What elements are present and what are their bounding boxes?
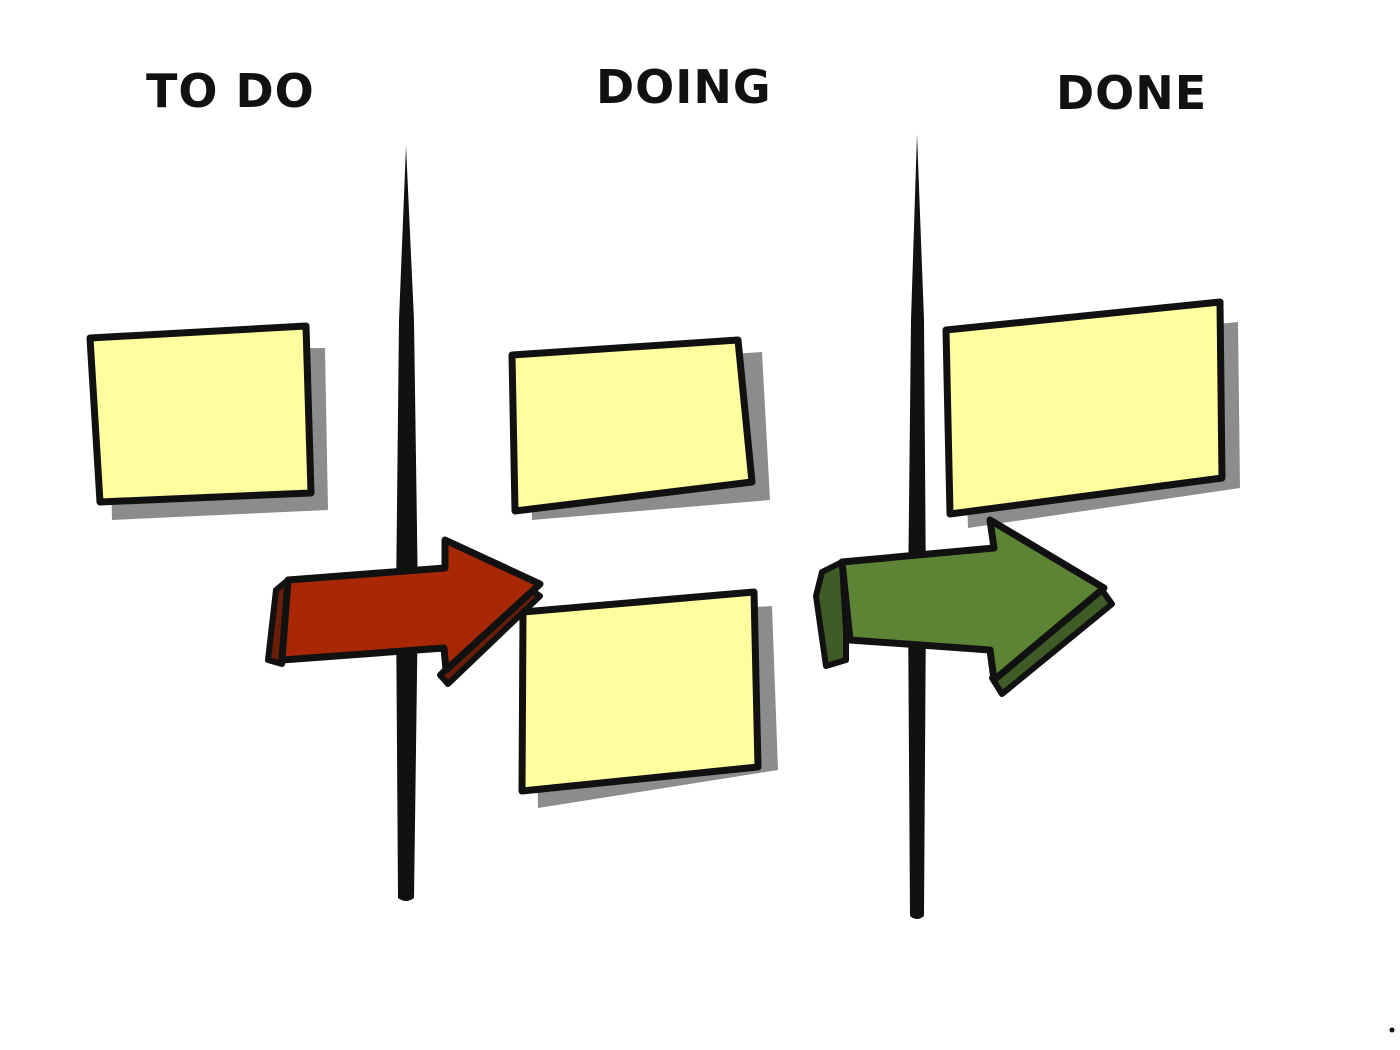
stray-dot [1389,1027,1395,1033]
right-arrow-icon [813,516,1115,697]
sticky-note-doing-1[interactable] [508,336,770,520]
sticky-note-done[interactable] [942,298,1240,528]
divider-right [908,134,926,919]
column-title-done: DONE [1056,66,1208,120]
column-title-todo: TO DO [146,64,315,118]
arrow-body [278,536,544,674]
sticky-note-body [508,336,756,515]
sticky-note-body [86,322,315,506]
sticky-note-doing-2[interactable] [518,588,778,808]
right-arrow-icon [265,536,544,687]
divider-left [396,146,418,901]
arrow-body [838,516,1108,684]
sticky-note-todo[interactable] [86,322,328,520]
sticky-note-body [518,588,762,795]
sticky-note-body [942,298,1226,518]
column-title-doing: DOING [596,60,772,114]
